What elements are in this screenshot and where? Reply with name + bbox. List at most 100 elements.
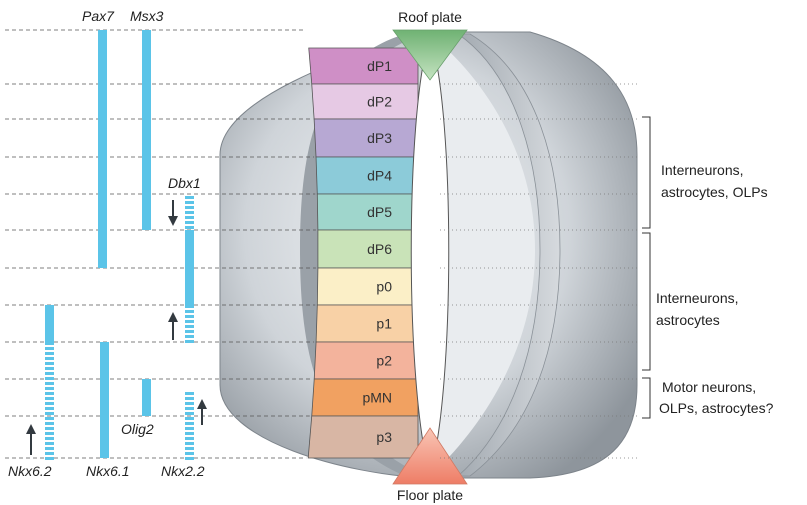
domain-p0	[316, 267, 419, 306]
nkx62-bar-striped-stripe	[45, 457, 54, 460]
neural-tube-right-wall	[456, 33, 561, 477]
dbx1-bar-bottom-stripe	[185, 315, 194, 318]
gene-label-nkx61: Nkx6.1	[86, 463, 130, 479]
nkx62-bar-striped-stripe	[45, 447, 54, 450]
domain-label-dp5: dP5	[367, 204, 392, 220]
bracket-group1	[642, 116, 651, 229]
nkx62-up-arrow	[26, 424, 36, 455]
dbx1-down-arrow	[168, 200, 178, 226]
dbx1-bar-bottom-stripe	[185, 325, 194, 328]
nkx62-bar-striped-stripe	[45, 407, 54, 410]
neural-tube-right-inner	[430, 34, 535, 476]
dbx1-bar-bottom-stripe	[185, 305, 194, 308]
pax7-bar	[98, 30, 107, 268]
fate-group1-line2: astrocytes, OLPs	[661, 184, 768, 200]
nkx22-bar-stripe	[185, 392, 194, 395]
dbx1-bar-top-stripe	[185, 221, 194, 224]
dbx1-bar-top-stripe	[185, 201, 194, 204]
nkx61-bar	[100, 342, 109, 458]
bracket-group2	[642, 232, 651, 371]
nkx62-bar-striped-stripe	[45, 412, 54, 415]
nkx22-bar-stripe	[185, 437, 194, 440]
nkx62-bar-striped-stripe	[45, 367, 54, 370]
nkx22-bar-stripe	[185, 417, 194, 420]
dbx1-bar-top-stripe	[185, 206, 194, 209]
nkx62-bar-striped-stripe	[45, 427, 54, 430]
boundary-guides	[5, 29, 640, 459]
nkx22-bar-stripe	[185, 442, 194, 445]
floor-plate-label: Floor plate	[397, 487, 463, 503]
domain-label-p1: p1	[376, 316, 392, 332]
dbx1-bar-bottom	[185, 305, 194, 343]
nkx62-bar-striped-stripe	[45, 437, 54, 440]
dbx1-bar-mid	[185, 230, 194, 305]
fate-brackets	[642, 116, 651, 419]
domain-label-dp4: dP4	[367, 168, 392, 184]
nkx62-bar-striped	[45, 342, 54, 460]
nkx62-bar-striped-stripe	[45, 372, 54, 375]
nkx62-bar-striped-stripe	[45, 442, 54, 445]
dbx1-bar-bottom-stripe	[185, 330, 194, 333]
nkx22-bar-stripe	[185, 397, 194, 400]
nkx22-bar-stripe	[185, 457, 194, 460]
domain-label-p2: p2	[376, 353, 392, 369]
gene-label-dbx1: Dbx1	[168, 175, 201, 191]
nkx62-bar-striped-stripe	[45, 452, 54, 455]
gene-label-msx3: Msx3	[130, 8, 164, 24]
fate-group3-line1: Motor neurons,	[662, 379, 756, 395]
gene-expression-bars	[45, 30, 194, 460]
domain-label-pmn: pMN	[362, 390, 392, 406]
roof-plate-label: Roof plate	[398, 9, 462, 25]
gene-label-pax7: Pax7	[82, 8, 115, 24]
nkx22-bar-stripe	[185, 412, 194, 415]
gene-label-olig2: Olig2	[121, 421, 154, 437]
nkx62-bar-striped-stripe	[45, 362, 54, 365]
nkx62-bar-striped-stripe	[45, 357, 54, 360]
gene-label-nkx22: Nkx2.2	[161, 463, 205, 479]
fate-group1-line1: Interneurons,	[661, 162, 744, 178]
domain-label-dp1: dP1	[367, 58, 392, 74]
nkx22-bar-stripe	[185, 422, 194, 425]
nkx62-bar	[45, 305, 54, 342]
nkx22-bar	[185, 392, 194, 460]
roof-plate	[392, 29, 468, 81]
gene-label-nkx62: Nkx6.2	[8, 463, 52, 479]
nkx22-bar-stripe	[185, 402, 194, 405]
domain-label-p0: p0	[376, 279, 392, 295]
progenitor-domains: dP1 dP2 dP3 dP4 dP5 dP6 p0 p1 p2 pMN p3	[307, 47, 419, 459]
gradient-arrows	[26, 200, 207, 455]
domain-label-dp2: dP2	[367, 94, 392, 110]
nkx62-bar-striped-stripe	[45, 347, 54, 350]
nkx62-bar-striped-stripe	[45, 352, 54, 355]
nkx22-bar-stripe	[185, 447, 194, 450]
nkx62-bar-striped-stripe	[45, 432, 54, 435]
dbx1-up-arrow	[168, 312, 178, 340]
domain-dp1	[308, 47, 419, 85]
dbx1-bar-top-stripe	[185, 196, 194, 199]
nkx62-bar-striped-stripe	[45, 387, 54, 390]
fate-group2-line2: astrocytes	[656, 312, 720, 328]
nkx22-up-arrow	[197, 399, 207, 425]
domain-dp2	[311, 83, 419, 120]
dbx1-bar-top	[185, 196, 194, 229]
nkx62-bar-striped-stripe	[45, 342, 54, 345]
dbx1-bar-top-stripe	[185, 216, 194, 219]
nkx22-bar-stripe	[185, 427, 194, 430]
olig2-bar	[142, 379, 151, 416]
nkx62-bar-striped-stripe	[45, 402, 54, 405]
dbx1-bar-bottom-stripe	[185, 335, 194, 338]
domain-p2	[313, 341, 419, 380]
nkx62-bar-striped-stripe	[45, 377, 54, 380]
domain-label-dp3: dP3	[367, 130, 392, 146]
dbx1-bar-bottom-stripe	[185, 320, 194, 323]
bracket-group3	[642, 377, 651, 419]
dbx1-bar-top-stripe	[185, 211, 194, 214]
domain-dp3	[313, 118, 419, 158]
nkx22-bar-stripe	[185, 407, 194, 410]
nkx62-bar-striped-stripe	[45, 392, 54, 395]
nkx22-bar-stripe	[185, 432, 194, 435]
dbx1-bar-top-stripe	[185, 226, 194, 229]
nkx62-bar-striped-stripe	[45, 397, 54, 400]
